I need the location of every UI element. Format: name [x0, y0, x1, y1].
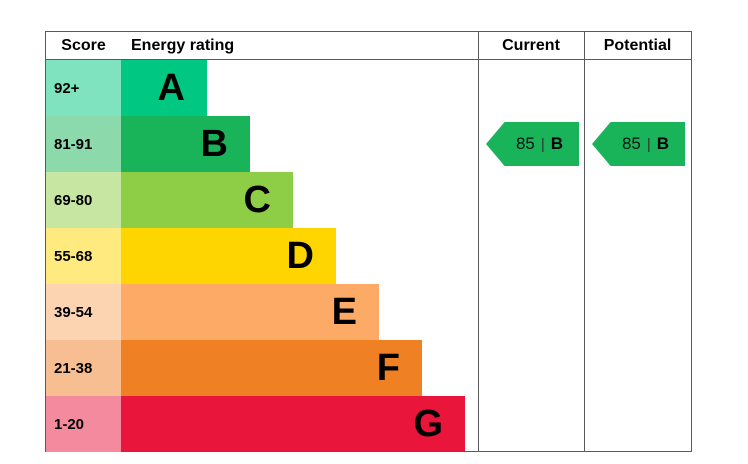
rating-letter-e: E: [331, 291, 357, 333]
score-cell-d: 55-68: [46, 228, 121, 284]
score-cell-b: 81-91: [46, 116, 121, 172]
potential-rating-arrow: 85 | B: [592, 122, 685, 166]
current-rating-separator: |: [540, 135, 545, 153]
score-label: 39-54: [54, 303, 93, 321]
band-row-g: 1-20 G: [46, 396, 691, 452]
rating-letter-d: D: [286, 235, 314, 277]
band-row-a: 92+ A: [46, 60, 691, 116]
score-label: 81-91: [54, 135, 93, 153]
score-cell-c: 69-80: [46, 172, 121, 228]
header-potential: Potential: [603, 37, 672, 54]
potential-column-divider: [584, 32, 585, 451]
potential-rating-letter: B: [656, 134, 670, 153]
rating-bar-f: F: [121, 340, 422, 396]
rating-bar-g: G: [121, 396, 465, 452]
rating-bar-b: B: [121, 116, 250, 172]
band-row-b: 81-91 B: [46, 116, 691, 172]
score-label: 21-38: [54, 359, 93, 377]
epc-table: Score Energy rating Current Potential 92…: [45, 31, 692, 452]
current-rating-value: 85: [515, 134, 535, 153]
band-row-d: 55-68 D: [46, 228, 691, 284]
current-column-divider: [478, 32, 479, 451]
score-label: 1-20: [54, 415, 85, 433]
score-label: 92+: [54, 79, 80, 97]
rating-letter-c: C: [243, 179, 271, 221]
band-row-c: 69-80 C: [46, 172, 691, 228]
score-label: 55-68: [54, 247, 93, 265]
potential-rating-separator: |: [646, 135, 651, 153]
band-row-f: 21-38 F: [46, 340, 691, 396]
rating-bar-d: D: [121, 228, 336, 284]
rating-letter-b: B: [200, 123, 228, 165]
score-label: 69-80: [54, 191, 93, 209]
score-cell-a: 92+: [46, 60, 121, 116]
score-cell-g: 1-20: [46, 396, 121, 452]
rating-bar-e: E: [121, 284, 379, 340]
score-cell-e: 39-54: [46, 284, 121, 340]
rating-bands: 92+ A 81-91 B 69-80 C: [46, 60, 691, 452]
header-score: Score: [61, 37, 106, 54]
header-current: Current: [502, 37, 560, 54]
table-header: Score Energy rating Current Potential: [46, 32, 691, 60]
score-cell-f: 21-38: [46, 340, 121, 396]
header-energy-rating: Energy rating: [131, 37, 235, 54]
current-rating-letter: B: [550, 134, 564, 153]
rating-letter-a: A: [157, 67, 185, 109]
rating-letter-f: F: [376, 347, 400, 389]
rating-bar-a: A: [121, 60, 207, 116]
band-row-e: 39-54 E: [46, 284, 691, 340]
potential-rating-value: 85: [621, 134, 641, 153]
rating-bar-c: C: [121, 172, 293, 228]
rating-letter-g: G: [413, 403, 443, 445]
current-rating-arrow: 85 | B: [486, 122, 579, 166]
